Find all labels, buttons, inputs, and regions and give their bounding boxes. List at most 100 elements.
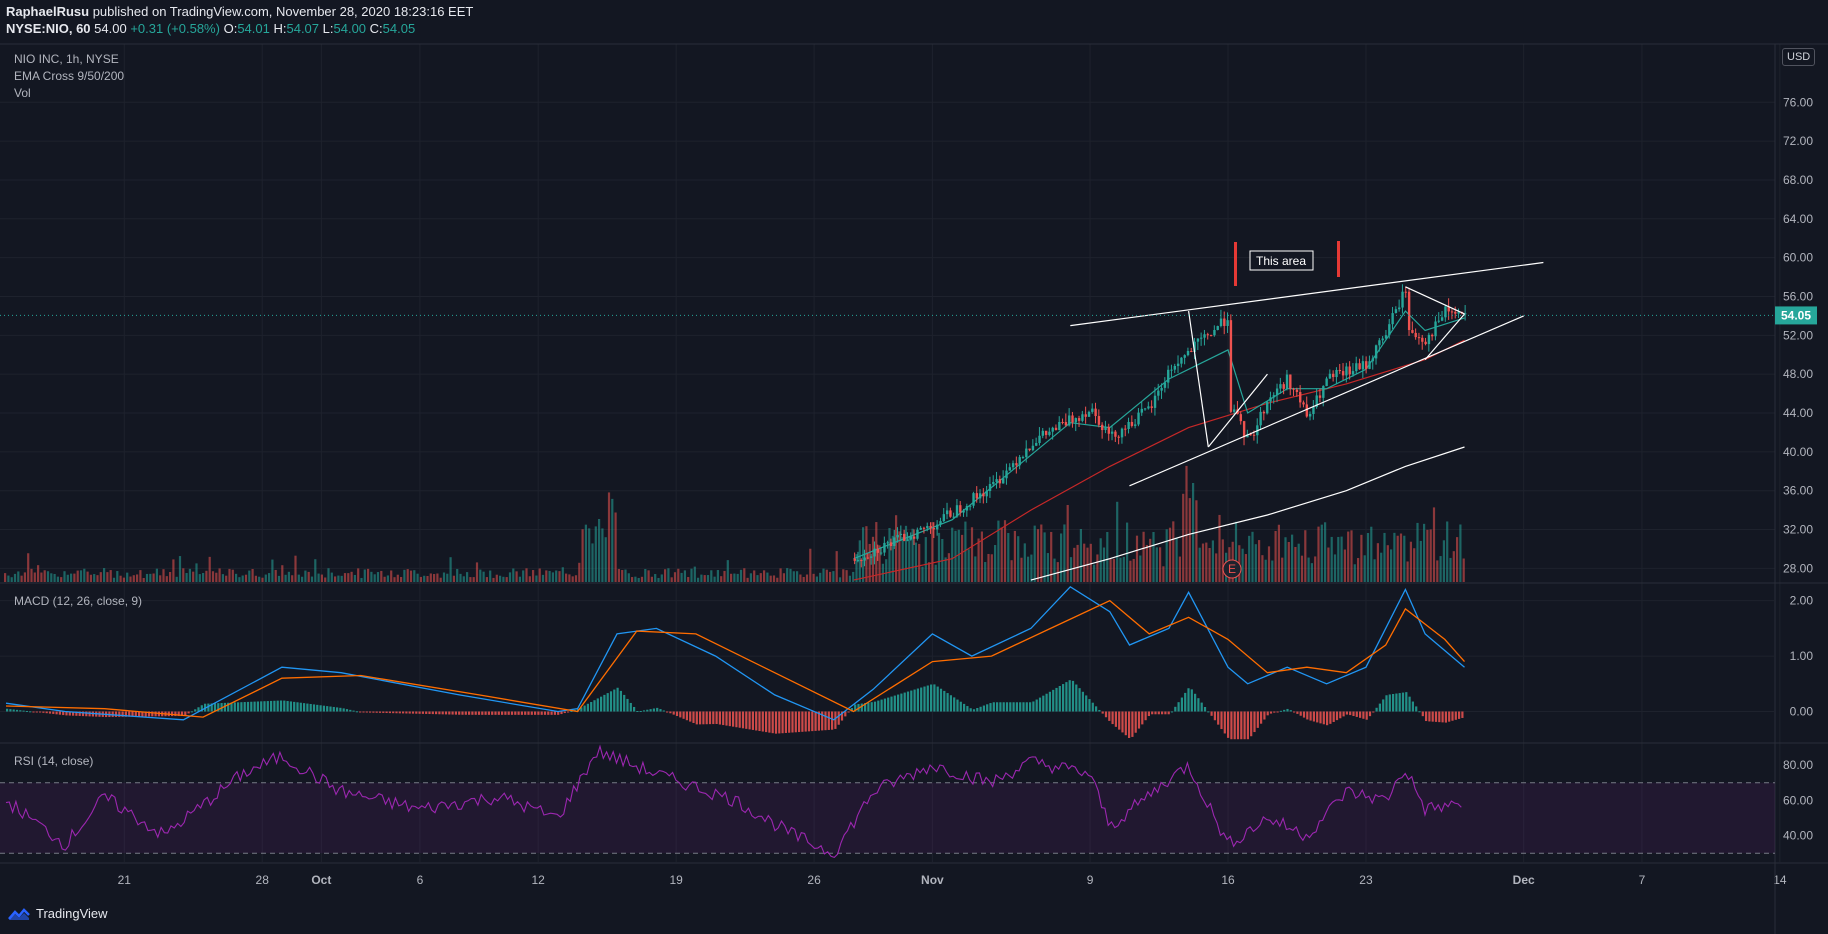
candle-body — [1351, 371, 1355, 375]
macd-histogram-bar — [1349, 711, 1352, 716]
volume-bar — [763, 570, 766, 582]
macd-histogram-bar — [1052, 689, 1055, 712]
macd-histogram-bar — [1128, 711, 1131, 738]
volume-bar — [980, 531, 983, 582]
macd-histogram-bar — [1362, 711, 1365, 719]
volume-bar — [129, 576, 132, 582]
x-tick-label-12: 7 — [1639, 873, 1646, 887]
macd-histogram-bar — [382, 711, 385, 713]
macd-histogram-bar — [1022, 702, 1025, 712]
low-value: 54.00 — [333, 21, 367, 36]
candle-body — [1147, 406, 1150, 409]
macd-histogram-bar — [1134, 711, 1137, 733]
legend-vol[interactable]: Vol — [14, 86, 31, 100]
volume-bar — [1291, 534, 1294, 582]
candle-body — [1140, 408, 1144, 413]
candle-body — [1015, 463, 1018, 466]
volume-bar — [667, 568, 670, 582]
macd-histogram-bar — [1312, 711, 1315, 722]
ema9-line — [853, 310, 1465, 560]
macd-histogram-bar — [177, 711, 180, 717]
candle-body — [1028, 448, 1031, 451]
macd-histogram-bar — [1411, 701, 1414, 712]
macd-histogram-bar — [679, 711, 682, 718]
candle-body — [1167, 369, 1170, 383]
candle-body — [916, 529, 919, 539]
volume-bar — [1172, 521, 1175, 582]
volume-bar — [532, 570, 535, 582]
volume-bar — [1159, 547, 1162, 582]
candle-body — [873, 548, 876, 557]
volume-bar — [1129, 560, 1132, 582]
macd-histogram-bar — [276, 700, 279, 712]
candle-body — [889, 542, 893, 547]
legend-instrument[interactable]: NIO INC, 1h, NYSE — [14, 52, 119, 66]
volume-bar — [1366, 533, 1370, 582]
candle-body — [1404, 291, 1408, 293]
volume-bar — [640, 576, 644, 582]
candle-body — [1246, 434, 1249, 438]
macd-histogram-bar — [930, 684, 933, 712]
volume-bar — [211, 571, 215, 582]
volume-bar — [1099, 538, 1102, 582]
macd-histogram-bar — [491, 711, 494, 715]
volume-bar — [584, 524, 587, 582]
macd-histogram-bar — [448, 711, 451, 715]
volume-bar — [70, 573, 73, 582]
volume-bar — [238, 577, 241, 582]
macd-histogram-bar — [1180, 697, 1183, 712]
macd-histogram-bar — [296, 702, 299, 712]
macd-histogram-bar — [1345, 711, 1348, 715]
volume-bar — [538, 568, 541, 582]
macd-histogram-bar — [626, 698, 629, 712]
macd-histogram-bar — [695, 711, 698, 725]
volume-bar — [690, 568, 693, 582]
candle-body — [856, 560, 860, 562]
tradingview-logo[interactable]: TradingView — [8, 906, 108, 921]
volume-bar — [383, 576, 386, 582]
candle-body — [1358, 363, 1361, 370]
volume-bar — [205, 570, 208, 582]
volume-bar — [218, 568, 221, 582]
volume-bar — [720, 576, 723, 582]
candle-body — [1285, 374, 1289, 389]
macd-histogram-bar — [715, 711, 718, 724]
macd-histogram-bar — [1025, 702, 1028, 712]
candle-body — [939, 521, 942, 525]
macd-histogram-bar — [913, 689, 916, 712]
macd-histogram-bar — [1174, 706, 1177, 712]
macd-histogram-bar — [1365, 711, 1368, 720]
last-price: 54.00 — [94, 21, 127, 36]
macd-histogram-bar — [563, 711, 566, 714]
macd-histogram-bar — [418, 711, 421, 714]
legend-rsi[interactable]: RSI (14, close) — [14, 754, 94, 768]
candle-body — [899, 533, 903, 535]
macd-histogram-bar — [814, 711, 817, 731]
macd-histogram-bar — [279, 700, 283, 712]
legend-macd[interactable]: MACD (12, 26, close, 9) — [14, 594, 143, 608]
volume-bar — [614, 512, 617, 582]
legend-ema[interactable]: EMA Cross 9/50/200 — [14, 69, 125, 83]
price-tick-5: 48.00 — [1783, 367, 1813, 381]
macd-histogram-bar — [834, 711, 837, 729]
author-name[interactable]: RaphaelRusu — [6, 4, 90, 19]
candle-body — [1150, 406, 1153, 408]
macd-histogram-bar — [1197, 698, 1200, 712]
volume-bar — [772, 575, 776, 582]
macd-histogram-bar — [184, 711, 187, 716]
volume-bar — [99, 572, 102, 582]
macd-histogram-bar — [1335, 711, 1339, 721]
volume-bar — [825, 569, 828, 582]
currency-badge[interactable]: USD — [1782, 48, 1816, 66]
volume-bar — [1333, 554, 1337, 582]
volume-bar — [812, 573, 815, 582]
volume-bar — [957, 529, 960, 582]
macd-histogram-bar — [197, 707, 200, 712]
volume-bar — [1142, 531, 1145, 582]
rsi-tick-1: 60.00 — [1783, 793, 1813, 807]
macd-histogram-bar — [1137, 711, 1141, 729]
macd-histogram-bar — [1368, 711, 1372, 717]
macd-histogram-bar — [408, 711, 411, 714]
volume-bar — [53, 573, 56, 582]
